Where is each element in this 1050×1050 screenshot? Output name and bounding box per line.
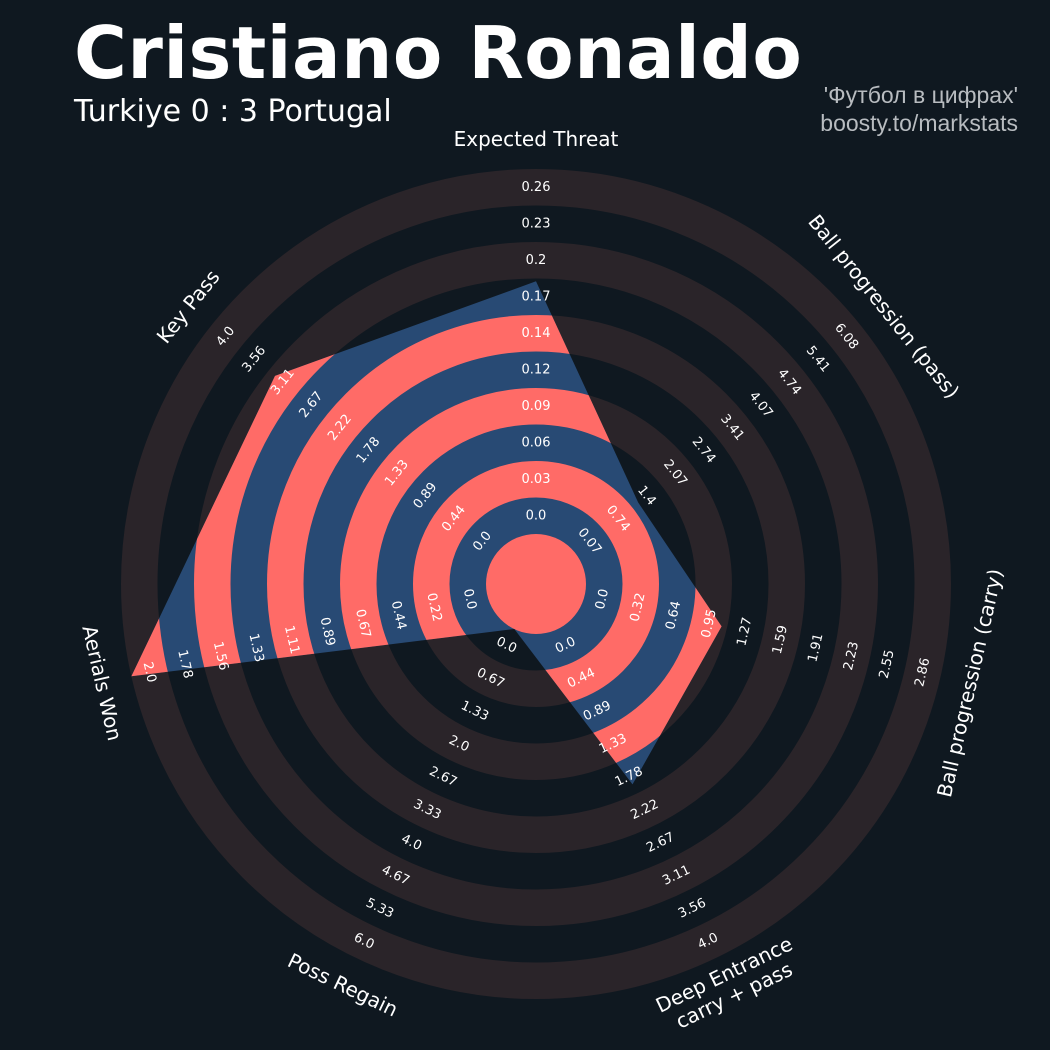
tick-label: 0.2 (526, 253, 547, 268)
tick-label: 1.33 (458, 698, 491, 724)
tick-label: 0.32 (628, 592, 649, 624)
tick-label: 0.03 (522, 472, 551, 487)
tick-label: 4.07 (746, 389, 776, 421)
tick-label: 0.0 (460, 587, 479, 611)
tick-label: 0.14 (522, 326, 551, 341)
tick-label: 5.41 (803, 343, 833, 375)
param-label: Expected Threat (454, 127, 619, 151)
tick-label: 2.67 (427, 764, 460, 790)
tick-label: 1.11 (281, 624, 302, 656)
tick-label: 0.26 (522, 180, 551, 195)
tick-label: 0.95 (699, 608, 720, 640)
tick-label: 1.27 (734, 616, 755, 648)
tick-label: 1.91 (805, 632, 826, 664)
tick-label: 0.44 (388, 600, 409, 632)
tick-label: 0.09 (522, 399, 551, 414)
tick-label: 4.0 (399, 832, 424, 854)
tick-label: 2.55 (877, 648, 898, 680)
param-label-line: Aerials Won (77, 623, 127, 743)
tick-label: 0.23 (522, 216, 551, 231)
tick-label: 1.59 (770, 624, 791, 656)
tick-label: 0.67 (352, 608, 373, 640)
credit-link: boosty.to/markstats (820, 110, 1018, 136)
tick-label: 1.56 (210, 640, 231, 672)
tick-label: 1.78 (174, 648, 195, 680)
tick-label: 3.56 (239, 343, 269, 375)
player-center-highlight (486, 534, 586, 634)
tick-label: 2.86 (912, 657, 933, 689)
param-label-line: Expected Threat (454, 127, 619, 151)
tick-label: 1.33 (245, 632, 266, 664)
tick-label: 0.12 (522, 362, 551, 377)
tick-label: 3.56 (676, 896, 709, 922)
credit-text: 'Футбол в цифрах' (823, 82, 1018, 108)
tick-label: 0.17 (522, 289, 551, 304)
param-label: Aerials Won (77, 623, 127, 743)
tick-label: 0.64 (663, 600, 684, 632)
chart-subtitle: Turkiye 0 : 3 Portugal (74, 94, 392, 129)
tick-label: 1.78 (613, 764, 646, 790)
tick-label: 2.0 (140, 661, 159, 685)
tick-label: 2.23 (841, 640, 862, 672)
tick-label: 0.22 (423, 592, 444, 624)
tick-label: 0.0 (593, 587, 612, 611)
tick-label: 0.06 (522, 435, 551, 450)
tick-label: 2.67 (644, 830, 677, 856)
ring-band (121, 169, 951, 999)
tick-label: 2.74 (689, 434, 719, 466)
tick-label: 0.0 (526, 508, 547, 523)
tick-label: 0.0 (494, 634, 519, 656)
tick-label: 0.89 (317, 616, 338, 648)
player-ring-highlight (194, 281, 722, 785)
player-ring-highlight (267, 315, 722, 785)
chart-title: Cristiano Ronaldo (74, 11, 803, 95)
tick-label: 5.33 (363, 896, 396, 922)
